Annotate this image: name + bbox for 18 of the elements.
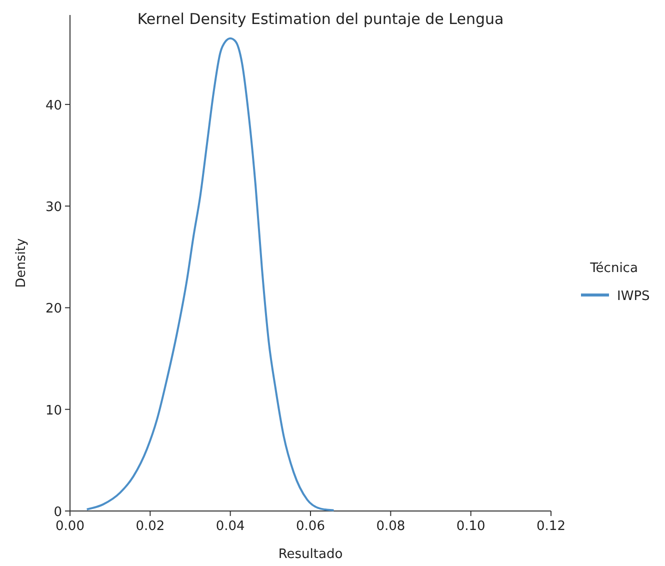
x-tick-label: 0.02	[136, 519, 165, 534]
x-tick-label: 0.12	[536, 519, 566, 534]
y-tick-label: 0	[54, 505, 62, 520]
line-series	[86, 37, 335, 512]
y-tick-label: 40	[45, 98, 62, 114]
x-axis-title: Resultado	[278, 547, 343, 562]
x-tick-label: 0.08	[376, 519, 406, 534]
y-tick-label: 20	[45, 302, 62, 317]
y-tick-label: 30	[45, 200, 62, 216]
chart-title: Kernel Density Estimation del puntaje de Lengua	[137, 10, 504, 28]
x-tick-label: 0.10	[456, 519, 486, 534]
y-tick-label: 10	[45, 403, 62, 418]
y-axis-title: Density	[14, 238, 29, 288]
x-tick-label: 0.00	[56, 519, 84, 534]
x-tick-label: 0.06	[296, 519, 325, 534]
legend-label: IWPS	[617, 289, 650, 304]
x-tick-label: 0.04	[216, 519, 245, 534]
legend-title: Técnica	[589, 261, 638, 276]
